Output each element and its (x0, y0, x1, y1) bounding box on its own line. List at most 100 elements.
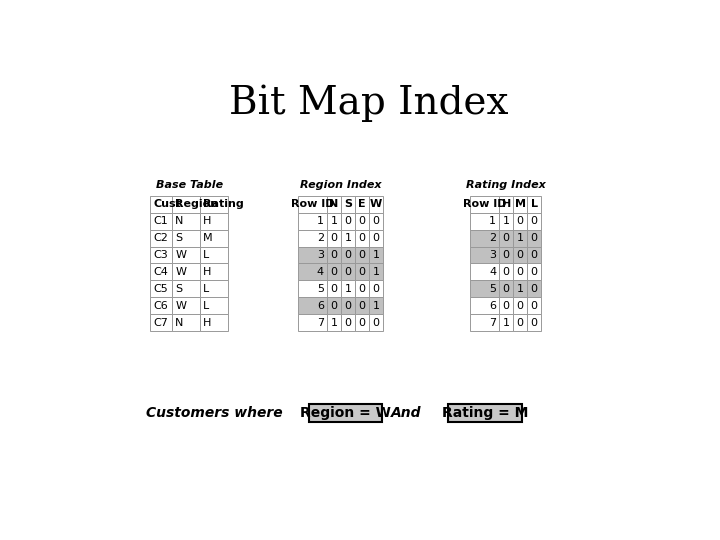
Bar (527, 213, 541, 230)
Text: 0: 0 (359, 284, 366, 294)
Bar (469, 298, 499, 314)
Bar (499, 264, 513, 280)
Text: Region: Region (175, 199, 218, 209)
Text: 1: 1 (345, 284, 351, 294)
Text: 0: 0 (503, 233, 510, 243)
Bar (499, 213, 513, 230)
Bar (172, 213, 200, 230)
Bar (369, 264, 383, 280)
Text: 0: 0 (372, 216, 379, 226)
Bar (172, 298, 200, 314)
Bar (150, 264, 172, 280)
Bar (527, 247, 541, 264)
Bar (297, 213, 327, 230)
Text: C1: C1 (153, 216, 168, 226)
Bar (297, 230, 327, 247)
Bar (297, 195, 327, 213)
Text: 0: 0 (345, 301, 351, 311)
Bar (327, 314, 341, 331)
Bar (513, 298, 527, 314)
Text: Bit Map Index: Bit Map Index (229, 85, 509, 122)
Text: H: H (203, 216, 212, 226)
Text: 0: 0 (372, 233, 379, 243)
Text: C6: C6 (153, 301, 168, 311)
Bar (200, 280, 228, 298)
Bar (297, 247, 327, 264)
Text: And: And (391, 406, 421, 420)
Text: Customers where: Customers where (145, 406, 282, 420)
Text: L: L (203, 301, 210, 311)
Text: H: H (502, 199, 510, 209)
Bar (172, 230, 200, 247)
Bar (355, 280, 369, 298)
Bar (513, 213, 527, 230)
Text: 5: 5 (489, 284, 496, 294)
Bar (172, 314, 200, 331)
Text: 0: 0 (531, 216, 538, 226)
Text: 3: 3 (317, 250, 324, 260)
Bar (341, 195, 355, 213)
Bar (200, 314, 228, 331)
Bar (499, 298, 513, 314)
Bar (200, 213, 228, 230)
Text: L: L (203, 284, 210, 294)
Text: 0: 0 (531, 318, 538, 328)
Bar (513, 314, 527, 331)
Text: 6: 6 (317, 301, 324, 311)
Text: N: N (175, 318, 184, 328)
Text: 0: 0 (372, 284, 379, 294)
Bar (150, 314, 172, 331)
Text: C4: C4 (153, 267, 168, 277)
Text: 0: 0 (359, 233, 366, 243)
Text: 0: 0 (372, 318, 379, 328)
Bar (469, 230, 499, 247)
Text: 0: 0 (517, 216, 523, 226)
Bar (200, 264, 228, 280)
Bar (327, 213, 341, 230)
Bar (513, 280, 527, 298)
Bar (200, 298, 228, 314)
Text: Cust: Cust (153, 199, 181, 209)
Text: S: S (175, 284, 182, 294)
Text: 1: 1 (330, 318, 338, 328)
Bar (469, 213, 499, 230)
Text: 1: 1 (372, 301, 379, 311)
Bar (369, 298, 383, 314)
Text: 0: 0 (503, 267, 510, 277)
Text: 0: 0 (359, 216, 366, 226)
Bar (172, 264, 200, 280)
Text: W: W (175, 267, 186, 277)
Text: Base Table: Base Table (156, 180, 222, 190)
Text: 0: 0 (359, 250, 366, 260)
Text: C5: C5 (153, 284, 168, 294)
Text: H: H (203, 267, 212, 277)
Bar (513, 264, 527, 280)
Bar (341, 314, 355, 331)
Bar (369, 230, 383, 247)
Text: N: N (330, 199, 338, 209)
Bar (327, 264, 341, 280)
Text: 0: 0 (531, 301, 538, 311)
Text: Row ID: Row ID (463, 199, 506, 209)
Bar (499, 247, 513, 264)
Text: 0: 0 (345, 216, 351, 226)
Bar (297, 264, 327, 280)
Bar (150, 195, 172, 213)
Bar (327, 247, 341, 264)
Text: 3: 3 (489, 250, 496, 260)
Text: Row ID: Row ID (291, 199, 334, 209)
Bar (297, 298, 327, 314)
Bar (341, 213, 355, 230)
Bar (499, 195, 513, 213)
Text: Region Index: Region Index (300, 180, 381, 190)
Bar (527, 314, 541, 331)
Bar (513, 247, 527, 264)
Text: C2: C2 (153, 233, 168, 243)
Bar (172, 195, 200, 213)
Bar (469, 247, 499, 264)
Bar (341, 298, 355, 314)
Bar (469, 195, 499, 213)
Bar (369, 195, 383, 213)
Text: 1: 1 (503, 318, 510, 328)
Bar (527, 264, 541, 280)
